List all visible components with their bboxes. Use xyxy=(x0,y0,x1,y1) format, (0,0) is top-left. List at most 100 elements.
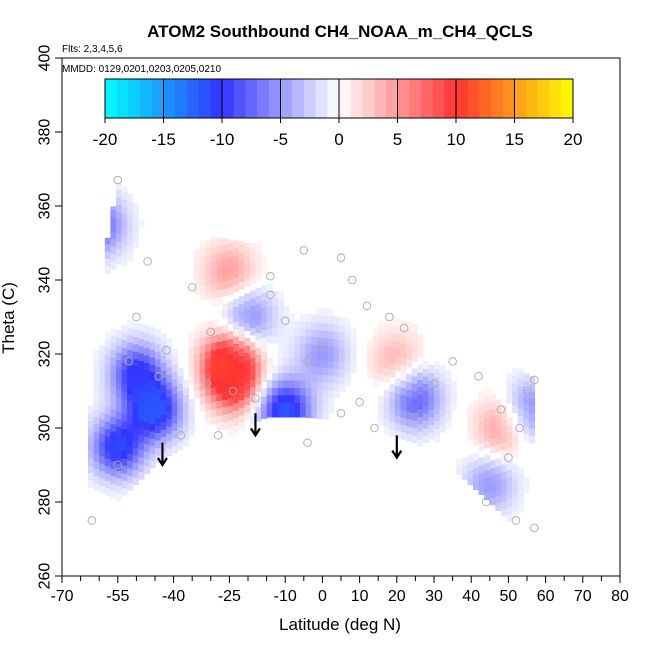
heatmap-cell xyxy=(233,358,240,367)
heatmap-cell xyxy=(489,475,496,484)
heatmap-cell xyxy=(244,367,251,376)
heatmap-cell xyxy=(88,405,95,414)
heatmap-cell xyxy=(311,373,318,382)
heatmap-cell xyxy=(445,413,452,422)
heatmap-cell xyxy=(115,181,123,190)
heatmap-cell xyxy=(110,408,117,417)
heatmap-cell xyxy=(233,417,240,426)
heatmap-cell xyxy=(378,417,385,426)
heatmap-cell xyxy=(244,242,251,250)
heatmap-cell xyxy=(227,390,234,399)
heatmap-cell xyxy=(400,402,407,411)
heatmap-cell xyxy=(155,380,162,389)
heatmap-cell xyxy=(121,191,128,200)
colorbar-swatch xyxy=(467,79,480,118)
heatmap-cell xyxy=(99,404,106,412)
heatmap-cell xyxy=(121,398,128,407)
heatmap-cell xyxy=(210,320,217,329)
heatmap-cell xyxy=(155,440,162,448)
heatmap-cell xyxy=(233,387,240,396)
heatmap-cell xyxy=(523,484,530,493)
heatmap-cell xyxy=(411,353,418,362)
heatmap-cell xyxy=(115,344,123,353)
heatmap-cell xyxy=(300,365,307,374)
heatmap-cell xyxy=(104,428,111,437)
heatmap-cell xyxy=(110,423,117,432)
heatmap-cell xyxy=(501,434,508,443)
heatmap-cell xyxy=(149,460,156,469)
heatmap-cell xyxy=(160,369,167,378)
heatmap-cell xyxy=(143,436,150,445)
heatmap-cell xyxy=(445,384,452,393)
colorbar-swatch xyxy=(222,79,235,118)
sample-point xyxy=(355,397,364,407)
heatmap-cell xyxy=(238,414,245,423)
heatmap-cell xyxy=(205,276,212,285)
heatmap-cell xyxy=(305,365,312,374)
heatmap-cell xyxy=(434,420,441,429)
heatmap-cell xyxy=(188,369,195,378)
heatmap-cell xyxy=(394,363,402,372)
heatmap-cell xyxy=(88,479,95,488)
colorbar-swatch xyxy=(537,79,551,118)
heatmap-cell xyxy=(110,416,117,425)
heatmap-cell xyxy=(121,186,128,193)
heatmap-cell xyxy=(115,233,123,242)
heatmap-cell xyxy=(277,379,284,388)
colorbar-swatch xyxy=(210,79,223,118)
heatmap-cell xyxy=(255,347,262,356)
heatmap-cell xyxy=(394,415,402,424)
heatmap-cell xyxy=(160,436,167,445)
heatmap-cell xyxy=(261,262,268,271)
heatmap-cell xyxy=(517,489,524,498)
heatmap-cell xyxy=(166,448,173,457)
heatmap-cell xyxy=(255,406,262,415)
heatmap-cell xyxy=(138,404,145,413)
heatmap-cell xyxy=(166,359,173,368)
heatmap-cell xyxy=(400,343,407,351)
heatmap-cell xyxy=(389,354,396,363)
heatmap-cell xyxy=(110,349,117,358)
heatmap-cell xyxy=(450,395,457,404)
heatmap-cell xyxy=(277,313,284,322)
heatmap-cell xyxy=(88,472,95,481)
heatmap-cell xyxy=(160,406,167,415)
heatmap-cell xyxy=(445,391,452,400)
heatmap-cell xyxy=(104,487,111,496)
heatmap-cell xyxy=(227,353,234,362)
heatmap-cell xyxy=(160,332,167,341)
heatmap-cell xyxy=(222,310,229,319)
heatmap-cell xyxy=(445,376,452,385)
heatmap-cell xyxy=(143,354,150,363)
heatmap-cell xyxy=(127,401,134,410)
heatmap-cell xyxy=(132,232,139,241)
heatmap-cell xyxy=(406,389,413,398)
sample-point xyxy=(511,516,521,525)
heatmap-cell xyxy=(249,246,257,255)
heatmap-cell xyxy=(132,373,139,382)
y-tick-label: 260 xyxy=(37,563,54,590)
heatmap-cell xyxy=(227,397,234,406)
heatmap-cell xyxy=(205,365,212,374)
heatmap-cell xyxy=(350,357,357,366)
heatmap-cell xyxy=(99,463,106,472)
heatmap-cell xyxy=(417,342,424,351)
heatmap-cell xyxy=(138,464,145,473)
heatmap-cell xyxy=(333,360,340,369)
heatmap-cell xyxy=(489,490,496,498)
heatmap-cell xyxy=(99,411,106,420)
heatmap-cell xyxy=(115,485,123,494)
heatmap-cell xyxy=(155,425,162,434)
heatmap-cell xyxy=(249,379,257,388)
heatmap-cell xyxy=(238,333,245,342)
heatmap-cell xyxy=(110,357,117,366)
heatmap-cell xyxy=(300,320,307,329)
heatmap-cell xyxy=(121,472,128,481)
heatmap-cell xyxy=(216,378,223,387)
heatmap-cell xyxy=(110,386,117,395)
x-tick-label: 40 xyxy=(462,588,480,605)
heatmap-cell xyxy=(210,236,217,240)
heatmap-cell xyxy=(188,428,195,437)
heatmap-cell xyxy=(473,459,480,468)
heatmap-cell xyxy=(378,365,385,374)
